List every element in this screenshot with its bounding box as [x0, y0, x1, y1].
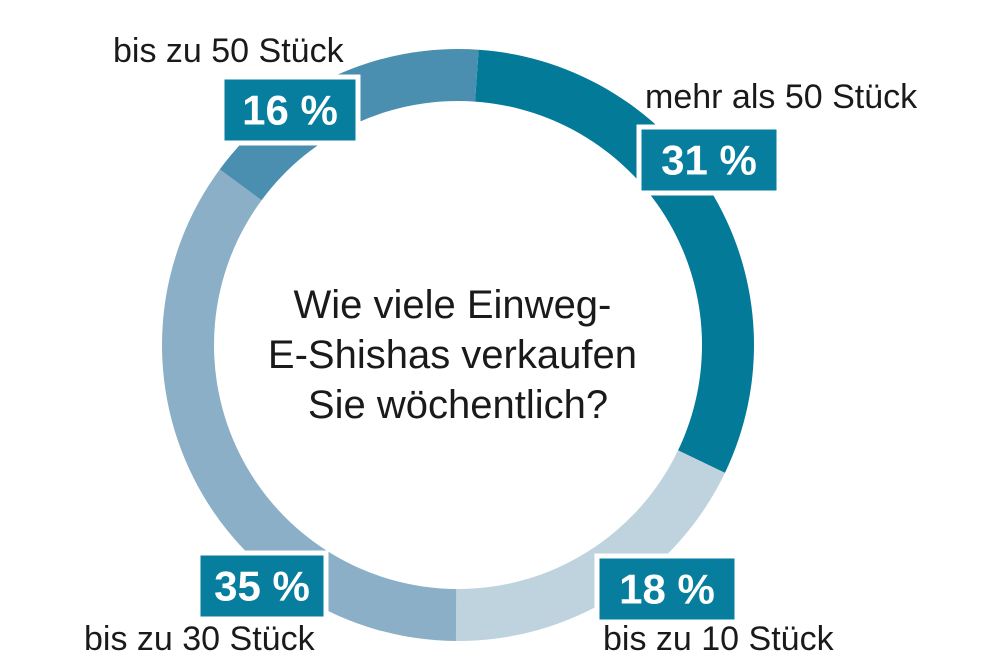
- center-question: Wie viele Einweg- E-Shishas verkaufen Si…: [268, 283, 648, 427]
- value-box-mehr-als-50: [636, 124, 782, 196]
- value-label-bis-30: 35 %: [214, 563, 310, 610]
- value-label-bis-10: 18 %: [619, 566, 715, 613]
- value-box-bis-50: [219, 74, 361, 146]
- center-question-line-3: Sie wöchentlich?: [308, 383, 608, 427]
- slice-label-bis-10: bis zu 10 Stück: [603, 620, 835, 658]
- slice-label-bis-50: bis zu 50 Stück: [113, 32, 345, 70]
- donut-slice-bis-10: [455, 450, 725, 642]
- value-label-mehr-als-50: 31 %: [661, 137, 757, 184]
- center-question-line-1: Wie viele Einweg-: [293, 283, 611, 327]
- center-question-line-2: E-Shishas verkaufen: [268, 333, 637, 377]
- value-label-bis-50: 16 %: [242, 87, 338, 134]
- donut-slice-bis-30: [161, 169, 457, 641]
- slice-label-bis-30: bis zu 30 Stück: [84, 620, 316, 658]
- value-box-bis-10: [594, 553, 740, 625]
- slice-label-mehr-als-50: mehr als 50 Stück: [645, 78, 918, 116]
- value-box-bis-30: [195, 550, 329, 622]
